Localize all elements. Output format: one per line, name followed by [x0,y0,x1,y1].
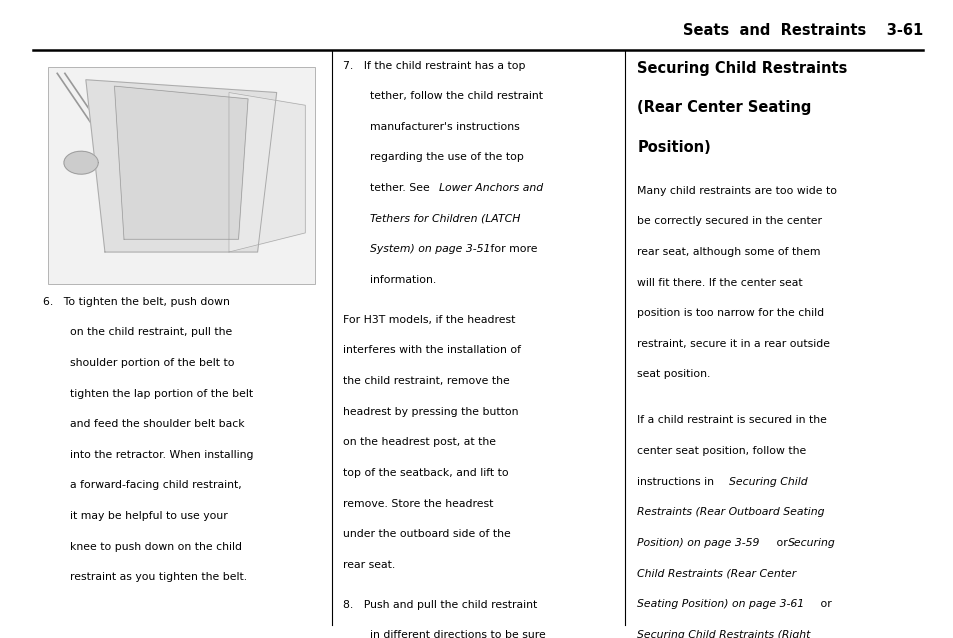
Text: Position): Position) [637,140,710,155]
Text: restraint as you tighten the belt.: restraint as you tighten the belt. [70,572,247,582]
Text: Securing Child Restraints (Right: Securing Child Restraints (Right [637,630,810,638]
Polygon shape [86,80,276,252]
Text: the child restraint, remove the: the child restraint, remove the [343,376,510,386]
Text: shoulder portion of the belt to: shoulder portion of the belt to [70,358,233,368]
Text: tether. See: tether. See [370,183,433,193]
Text: System) on page 3-51: System) on page 3-51 [370,244,490,255]
Text: knee to push down on the child: knee to push down on the child [70,542,241,552]
Text: Restraints (Rear Outboard Seating: Restraints (Rear Outboard Seating [637,507,824,517]
Text: Position) on page 3-59: Position) on page 3-59 [637,538,759,548]
Text: 7.   If the child restraint has a top: 7. If the child restraint has a top [343,61,525,71]
Text: a forward-facing child restraint,: a forward-facing child restraint, [70,480,241,491]
Text: If a child restraint is secured in the: If a child restraint is secured in the [637,415,826,426]
Text: Child Restraints (Rear Center: Child Restraints (Rear Center [637,568,796,579]
Text: or: or [816,599,830,609]
Text: 8.   Push and pull the child restraint: 8. Push and pull the child restraint [343,600,537,609]
Text: For H3T models, if the headrest: For H3T models, if the headrest [343,315,516,325]
Text: remove. Store the headrest: remove. Store the headrest [343,498,494,508]
Text: regarding the use of the top: regarding the use of the top [370,152,523,163]
Text: rear seat.: rear seat. [343,560,395,570]
Text: 6.   To tighten the belt, push down: 6. To tighten the belt, push down [43,297,230,307]
Text: in different directions to be sure: in different directions to be sure [370,630,545,638]
Polygon shape [114,86,248,239]
Text: Securing Child Restraints: Securing Child Restraints [637,61,847,76]
Text: Securing: Securing [787,538,835,548]
Text: center seat position, follow the: center seat position, follow the [637,446,805,456]
Text: Securing Child: Securing Child [728,477,806,487]
Text: on the headrest post, at the: on the headrest post, at the [343,437,496,447]
FancyBboxPatch shape [48,67,314,284]
Text: manufacturer's instructions: manufacturer's instructions [370,122,519,132]
Text: tether, follow the child restraint: tether, follow the child restraint [370,91,542,101]
Polygon shape [64,151,98,174]
Text: for more: for more [486,244,537,255]
Text: headrest by pressing the button: headrest by pressing the button [343,406,518,417]
Text: position is too narrow for the child: position is too narrow for the child [637,308,823,318]
Text: under the outboard side of the: under the outboard side of the [343,529,511,539]
Text: and feed the shoulder belt back: and feed the shoulder belt back [70,419,244,429]
Text: instructions in: instructions in [637,477,717,487]
Text: Seats  and  Restraints    3-61: Seats and Restraints 3-61 [682,23,923,38]
Text: will fit there. If the center seat: will fit there. If the center seat [637,278,802,288]
Text: it may be helpful to use your: it may be helpful to use your [70,511,227,521]
Text: top of the seatback, and lift to: top of the seatback, and lift to [343,468,509,478]
Polygon shape [229,93,305,252]
Text: tighten the lap portion of the belt: tighten the lap portion of the belt [70,389,253,399]
Text: Seating Position) on page 3-61: Seating Position) on page 3-61 [637,599,803,609]
Text: Lower Anchors and: Lower Anchors and [438,183,542,193]
Text: or: or [772,538,790,548]
Text: be correctly secured in the center: be correctly secured in the center [637,216,821,226]
Text: on the child restraint, pull the: on the child restraint, pull the [70,327,232,338]
Text: restraint, secure it in a rear outside: restraint, secure it in a rear outside [637,339,829,349]
Text: information.: information. [370,275,436,285]
Text: Many child restraints are too wide to: Many child restraints are too wide to [637,186,837,196]
Text: into the retractor. When installing: into the retractor. When installing [70,450,253,460]
Text: Tethers for Children (LATCH: Tethers for Children (LATCH [370,214,520,224]
Text: (Rear Center Seating: (Rear Center Seating [637,100,811,115]
Text: rear seat, although some of them: rear seat, although some of them [637,247,820,257]
Text: seat position.: seat position. [637,369,710,380]
Text: interferes with the installation of: interferes with the installation of [343,345,521,355]
